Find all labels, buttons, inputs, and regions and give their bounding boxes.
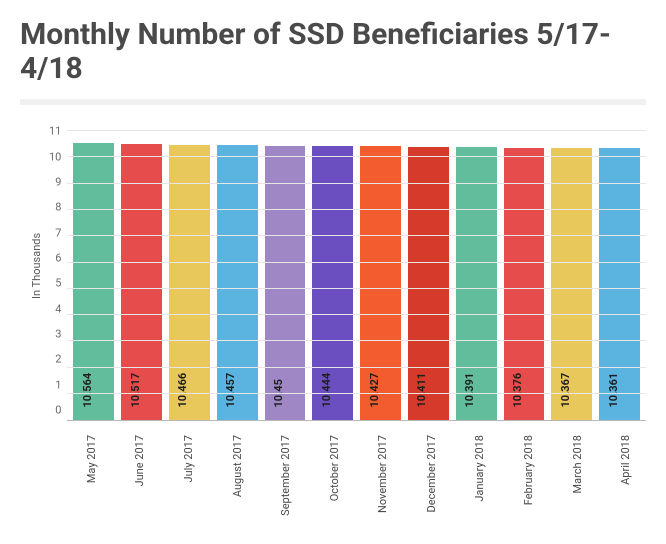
x-tick: October 2017	[307, 431, 349, 526]
bars-container: 10.564 10.517 10.466 10.457 10.45 10.444 10.42…	[67, 131, 646, 420]
gridline	[67, 130, 646, 131]
y-tick: 7	[49, 227, 61, 238]
bar: 10.361	[599, 148, 640, 420]
x-tick: February 2018	[501, 431, 543, 526]
bar: 10.457	[217, 145, 258, 420]
bar-value-label: 10.457	[224, 373, 237, 408]
y-tick: 9	[49, 176, 61, 187]
bar-value-label: 10.427	[368, 373, 381, 408]
gridline	[67, 314, 646, 315]
y-tick: 2	[49, 354, 61, 365]
y-tick: 1	[49, 379, 61, 390]
chart-title: Monthly Number of SSD Beneficiaries 5/17…	[20, 18, 646, 85]
bar: 10.411	[408, 147, 449, 421]
y-tick: 3	[49, 329, 61, 340]
y-tick: 5	[49, 278, 61, 289]
bar-value-label: 10.564	[81, 373, 94, 408]
chart: In Thousands 11109876543210 10.56410.517…	[20, 131, 646, 421]
gridline	[67, 393, 646, 394]
y-tick: 4	[49, 303, 61, 314]
gridline	[67, 340, 646, 341]
y-tick: 0	[49, 405, 61, 416]
gridline	[67, 235, 646, 236]
x-tick: April 2018	[598, 431, 640, 526]
x-tick: November 2017	[355, 431, 397, 526]
x-tick: May 2017	[64, 431, 106, 526]
bar-value-label: 10.391	[463, 373, 476, 408]
gridline	[67, 288, 646, 289]
bar: 10.367	[551, 148, 592, 420]
x-tick: September 2017	[258, 431, 300, 526]
bar-value-label: 10.411	[415, 373, 428, 408]
x-tick: December 2017	[404, 431, 446, 526]
bar: 10.564	[73, 143, 114, 421]
bar: 10.517	[121, 144, 162, 420]
x-axis: May 2017June 2017July 2017August 2017Sep…	[58, 421, 646, 526]
gridline	[67, 367, 646, 368]
bar: 10.391	[456, 147, 497, 420]
y-tick: 6	[49, 252, 61, 263]
bar: 10.376	[504, 148, 545, 421]
title-divider	[20, 99, 646, 105]
y-axis: 11109876543210	[43, 131, 67, 421]
gridline	[67, 209, 646, 210]
x-tick: March 2018	[550, 431, 592, 526]
bar: 10.466	[169, 145, 210, 420]
y-tick: 11	[49, 126, 61, 137]
bar-value-label: 10.376	[511, 373, 524, 408]
x-tick: August 2017	[210, 431, 252, 526]
bar-value-label: 10.444	[320, 373, 333, 408]
bar-value-label: 10.367	[559, 373, 572, 408]
y-tick: 8	[49, 202, 61, 213]
bar: 10.444	[312, 146, 353, 420]
bar-value-label: 10.361	[607, 373, 620, 408]
y-axis-label: In Thousands	[30, 131, 43, 421]
bar: 10.45	[265, 146, 306, 421]
gridline	[67, 156, 646, 157]
bar-value-label: 10.517	[129, 373, 142, 408]
bar-value-label: 10.466	[176, 373, 189, 408]
x-tick: June 2017	[113, 431, 155, 526]
plot-area: 10.564 10.517 10.466 10.457 10.45 10.444 10.42…	[67, 131, 646, 421]
gridline	[67, 183, 646, 184]
x-tick: January 2018	[453, 431, 495, 526]
y-tick: 10	[49, 151, 61, 162]
x-tick: July 2017	[161, 431, 203, 526]
gridline	[67, 262, 646, 263]
bar: 10.427	[360, 146, 401, 420]
